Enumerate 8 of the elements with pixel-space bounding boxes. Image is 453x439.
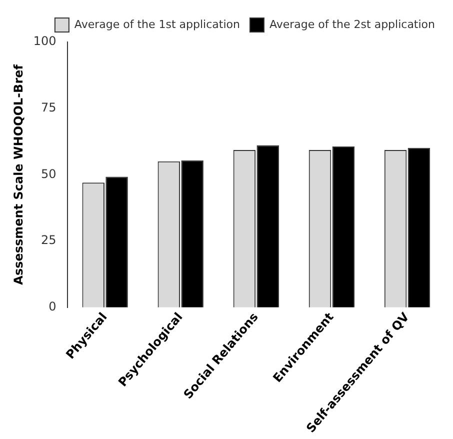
- y-tick-label: 25: [41, 233, 56, 248]
- y-axis-title: Assessment Scale WHOQOL-Bref: [11, 64, 26, 285]
- y-tick-label: 0: [48, 299, 56, 314]
- y-tick-label: 75: [41, 100, 56, 114]
- y-tick-label: 50: [41, 166, 56, 181]
- y-tick-label: 100: [33, 34, 56, 48]
- legend-label: Average of the 1st application: [74, 18, 240, 31]
- legend-label: Average of the 2st application: [269, 18, 436, 31]
